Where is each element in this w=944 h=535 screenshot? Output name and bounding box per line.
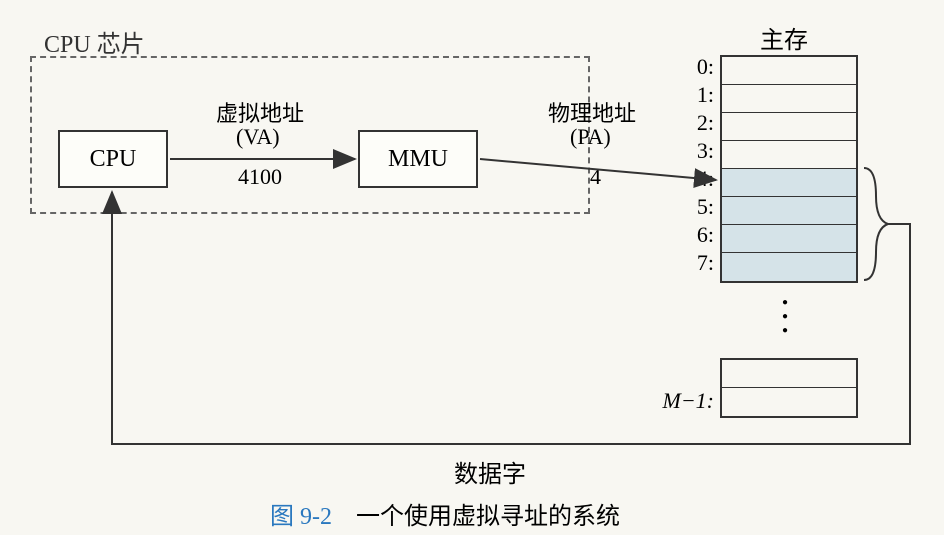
- figure-caption: 图 9-2 一个使用虚拟寻址的系统: [270, 496, 620, 531]
- figure-number: 图 9-2: [270, 504, 332, 530]
- vm-addressing-diagram: CPU 芯片 CPU MMU 虚拟地址 (VA) 4100 物理地址 (PA) …: [0, 0, 944, 535]
- data-word-label: 数据字: [454, 454, 526, 489]
- figure-caption-text: 一个使用虚拟寻址的系统: [356, 504, 620, 530]
